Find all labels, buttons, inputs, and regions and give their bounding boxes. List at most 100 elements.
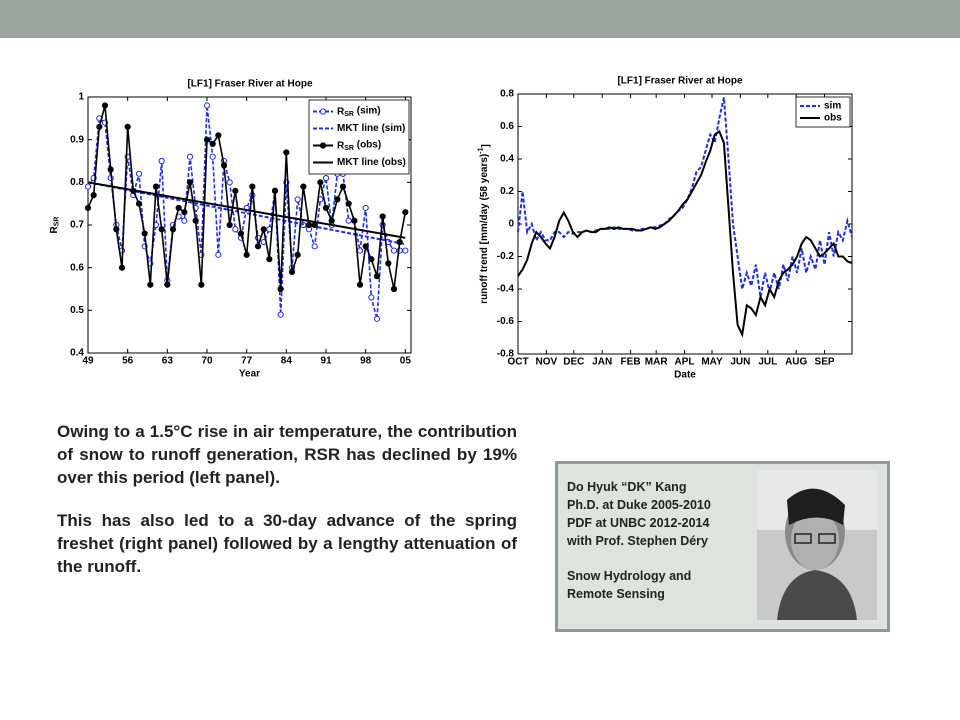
photo (757, 470, 877, 620)
x-tick-label: FEB (621, 357, 641, 368)
header-bar (0, 0, 960, 38)
data-point (186, 179, 194, 186)
body-text: Owing to a 1.5°C rise in air temperature… (57, 420, 517, 598)
data-point (220, 162, 228, 169)
y-tick-label: -0.2 (497, 251, 515, 262)
legend-label: RSR (sim) (337, 105, 381, 118)
y-tick-label: -0.6 (497, 316, 515, 327)
series-line (87, 181, 406, 239)
data-point (164, 281, 171, 288)
data-point (385, 260, 392, 267)
data-point (158, 157, 165, 165)
data-point (107, 166, 114, 173)
x-tick-label: 56 (122, 356, 134, 367)
data-point (215, 132, 222, 139)
data-point (254, 243, 262, 250)
x-tick-label: JUN (730, 357, 750, 368)
x-tick-label: 05 (400, 356, 412, 367)
y-tick-label: 0.5 (70, 305, 84, 316)
data-point (141, 230, 148, 237)
x-tick-label: APL (675, 357, 695, 368)
x-tick-label: OCT (507, 357, 528, 368)
data-point (249, 183, 256, 190)
data-point (84, 183, 92, 190)
x-tick-label: 98 (360, 356, 372, 367)
legend-box (795, 96, 851, 128)
data-point (368, 294, 375, 301)
data-point (175, 204, 182, 212)
plot-area (517, 93, 853, 355)
data-point (203, 136, 211, 143)
paragraph: This has also led to a 30-day advance of… (57, 511, 517, 576)
x-tick-label: 49 (82, 356, 94, 367)
data-point (379, 213, 386, 220)
legend-label: obs (824, 113, 842, 124)
legend-label: MKT line (obs) (337, 157, 406, 168)
y-tick-label: 0.6 (70, 262, 84, 273)
data-point (192, 217, 199, 224)
x-tick-label: JUL (758, 357, 777, 368)
chart-title: [LF1] Fraser River at Hope (617, 76, 742, 87)
x-tick-label: DEC (563, 357, 584, 368)
data-point (288, 268, 296, 276)
data-point (135, 200, 143, 207)
data-point (345, 217, 352, 224)
bio-topic: Snow Hydrology and (567, 569, 692, 583)
y-axis-label: RSR (49, 217, 61, 234)
data-point (322, 174, 330, 182)
data-point (215, 251, 222, 258)
x-tick-label: JAN (592, 357, 612, 368)
data-point (339, 183, 347, 190)
data-point (390, 247, 398, 254)
x-tick-label: 84 (281, 356, 293, 367)
data-point (368, 256, 375, 263)
data-point (402, 247, 409, 254)
y-tick-label: 1 (78, 92, 84, 103)
data-point (226, 179, 233, 186)
x-tick-label: 77 (241, 356, 253, 367)
data-point (209, 153, 216, 160)
bio-line: with Prof. Stephen Déry (567, 534, 708, 548)
data-point (203, 102, 211, 109)
data-point (169, 226, 177, 233)
data-point (322, 204, 330, 212)
data-point (362, 243, 369, 250)
data-point (243, 251, 250, 258)
y-tick-label: 0.8 (70, 177, 84, 188)
data-point (266, 256, 273, 263)
data-point (158, 226, 165, 233)
y-tick-label: -0.8 (497, 349, 515, 360)
data-point (135, 170, 143, 177)
series-line (517, 129, 853, 338)
legend-label: sim (824, 101, 841, 112)
series-line (87, 105, 406, 320)
data-point (373, 315, 381, 322)
data-point (396, 238, 403, 246)
charts: [LF1] Fraser River at Hope Year RSR 0.4 0.5 0… (49, 76, 853, 381)
legend-marker (319, 142, 327, 149)
data-point (402, 209, 409, 216)
bio-topic: Remote Sensing (567, 587, 665, 601)
data-point (226, 221, 233, 229)
data-point (181, 209, 188, 216)
data-point (232, 226, 239, 233)
data-point (113, 226, 120, 233)
data-point (277, 285, 284, 293)
legend-label: RSR (obs) (337, 139, 381, 152)
data-point (232, 187, 239, 194)
data-point (124, 123, 131, 130)
data-point (283, 149, 290, 156)
data-point (186, 153, 194, 160)
data-point (362, 204, 369, 212)
data-point (334, 196, 341, 203)
bio-line: Do Hyuk “DK” Kang (567, 480, 687, 494)
data-point (317, 179, 324, 186)
y-tick-label: 0.8 (500, 89, 514, 100)
legend-marker (319, 108, 327, 115)
data-point (277, 311, 284, 318)
data-point (294, 196, 301, 203)
data-point (198, 281, 205, 288)
data-point (147, 281, 154, 288)
data-point (328, 217, 335, 224)
